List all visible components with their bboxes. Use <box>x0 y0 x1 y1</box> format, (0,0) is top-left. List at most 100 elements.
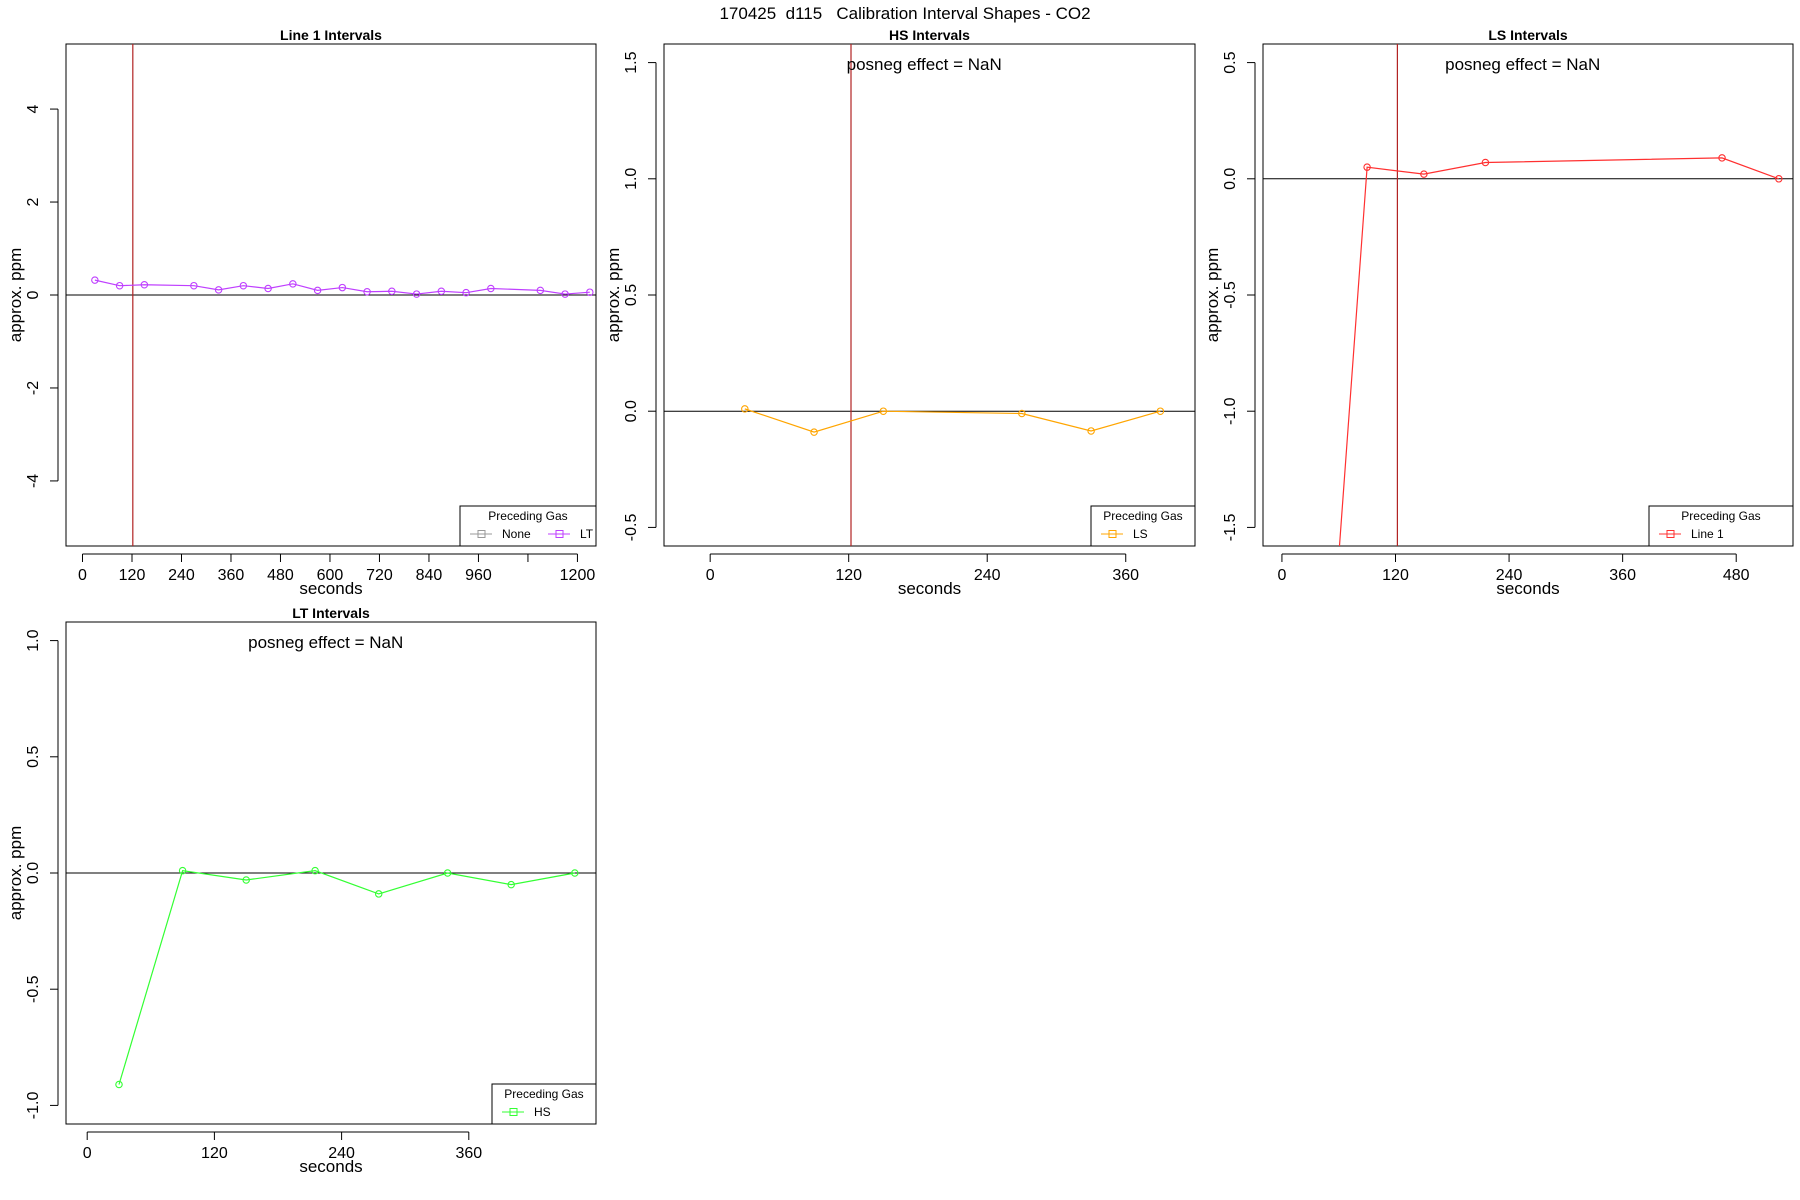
x-tick-label: 360 <box>455 1145 482 1162</box>
x-axis-label: seconds <box>898 579 961 598</box>
x-tick-label: 0 <box>1277 567 1286 584</box>
legend-swatch-marker <box>1108 530 1117 538</box>
data-point <box>1156 407 1165 415</box>
legend-box <box>1648 505 1794 547</box>
legend: Preceding Gas Line 1 <box>1648 505 1794 547</box>
x-tick-label: 240 <box>1496 567 1523 584</box>
legend-title: Preceding Gas <box>1681 509 1760 523</box>
legend-entry-label: Line 1 <box>1691 527 1724 541</box>
chart-title: Line 1 Intervals <box>280 27 382 43</box>
y-axis-label: approx. ppm <box>1203 248 1222 343</box>
data-point <box>507 880 515 889</box>
x-tick-label: 0 <box>706 567 715 584</box>
y-axis-label: approx. ppm <box>6 248 25 343</box>
data-point <box>311 866 319 875</box>
chart-title: LS Intervals <box>1488 27 1568 43</box>
x-axis-label: seconds <box>299 579 362 598</box>
chart-panel: HS Intervals 0 120 240 360 seconds -0.5 0.0 0.5 1… <box>604 27 1196 598</box>
legend-title: Preceding Gas <box>488 509 567 523</box>
data-point <box>242 876 250 884</box>
figure-title: 170425 d115 Calibration Interval Shapes … <box>719 4 1090 23</box>
legend-entry-label: HS <box>534 1105 551 1119</box>
y-tick-label: -2 <box>25 381 42 395</box>
x-tick-label: 480 <box>1723 567 1750 584</box>
legend-swatch-marker <box>555 530 564 538</box>
x-tick-label: 0 <box>83 1145 92 1162</box>
series-hs <box>115 866 579 1089</box>
y-tick-label: -4 <box>25 474 42 488</box>
data-point <box>1087 427 1095 435</box>
legend-title: Preceding Gas <box>1103 509 1182 523</box>
chart-panel: LT Intervals 0 120 240 360 seconds -1.0 -0.5 0.0… <box>6 605 597 1176</box>
data-point <box>264 284 272 293</box>
series-line-1 <box>1307 154 1783 949</box>
data-point <box>140 281 149 289</box>
x-tick-label: 0 <box>78 567 87 584</box>
data-point <box>1775 175 1783 183</box>
y-tick-label: 0 <box>25 290 42 299</box>
legend-entry-label: None <box>502 527 531 541</box>
legend-box <box>459 505 597 547</box>
data-point <box>115 281 124 290</box>
series-lt <box>91 276 594 298</box>
data-point <box>879 407 888 415</box>
legend-swatch-marker <box>477 530 486 538</box>
x-tick-label: 120 <box>1382 567 1409 584</box>
x-axis-label: seconds <box>1496 579 1559 598</box>
y-tick-label: 2 <box>25 197 42 206</box>
x-tick-label: 360 <box>1609 567 1636 584</box>
x-tick-label: 360 <box>218 567 245 584</box>
x-tick-label: 360 <box>1112 567 1139 584</box>
data-point <box>1481 158 1490 167</box>
chart-panel: LS Intervals 0 120 240 360 480 seconds -1.5 -1.0… <box>1203 27 1794 949</box>
x-tick-label: 1200 <box>560 567 596 584</box>
y-tick-label: -1.0 <box>1222 397 1239 425</box>
y-tick-label: 0.0 <box>623 400 640 422</box>
y-tick-label: 1.0 <box>25 629 42 651</box>
data-point <box>363 287 371 296</box>
y-tick-label: 0.5 <box>623 284 640 306</box>
series-line <box>1338 157 1780 546</box>
data-point <box>190 281 198 290</box>
data-point <box>1420 170 1428 178</box>
data-point <box>313 286 322 295</box>
x-tick-label: 120 <box>119 567 146 584</box>
data-point <box>1718 154 1726 162</box>
data-point <box>115 1080 123 1089</box>
data-point <box>214 286 223 294</box>
series-line <box>118 870 575 1085</box>
chart-title: HS Intervals <box>889 27 970 43</box>
series-line <box>94 279 590 295</box>
data-point <box>810 428 818 436</box>
x-tick-label: 120 <box>201 1145 228 1162</box>
x-tick-label: 120 <box>835 567 862 584</box>
data-point <box>1307 943 1313 949</box>
legend-entry-label: LS <box>1133 527 1148 541</box>
data-point <box>443 869 452 877</box>
series-ls <box>741 405 1165 436</box>
x-tick-label: 240 <box>168 567 195 584</box>
x-tick-label: 480 <box>267 567 294 584</box>
y-tick-label: -0.5 <box>623 514 640 542</box>
posneg-annotation: posneg effect = NaN <box>248 633 403 652</box>
x-tick-label: 600 <box>317 567 344 584</box>
data-point <box>412 290 421 298</box>
x-tick-label: 240 <box>974 567 1001 584</box>
y-tick-label: -1.5 <box>1222 514 1239 542</box>
data-point <box>388 287 396 296</box>
plot-frame <box>663 43 1196 547</box>
data-point <box>1018 409 1026 418</box>
legend: Preceding Gas HS <box>491 1083 597 1125</box>
data-point <box>536 286 545 295</box>
data-point <box>437 287 446 296</box>
y-axis-label: approx. ppm <box>6 826 25 921</box>
data-point <box>487 284 495 293</box>
data-point <box>239 281 248 290</box>
y-tick-label: 0.0 <box>25 862 42 884</box>
data-point <box>289 280 297 288</box>
legend-title: Preceding Gas <box>504 1087 583 1101</box>
legend-swatch-marker <box>509 1108 518 1116</box>
legend-entry-label: LT <box>580 527 594 541</box>
